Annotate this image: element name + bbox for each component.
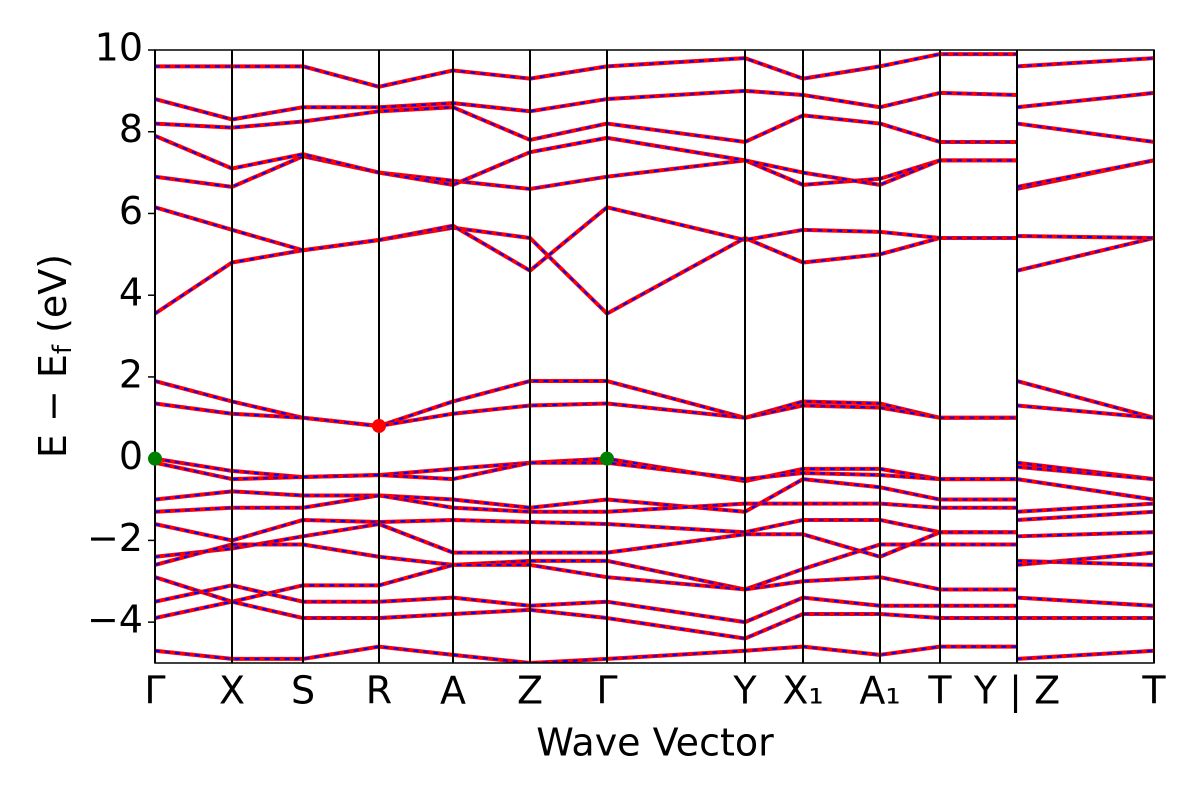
- y-tick-label: 0: [119, 434, 143, 478]
- band-line-overlay: [155, 494, 1154, 513]
- band-line-overlay: [155, 523, 1154, 558]
- y-tick-label: 10: [95, 26, 143, 70]
- x-tick-label: S: [291, 669, 315, 713]
- x-tick-label: X: [219, 669, 245, 713]
- band-line: [155, 88, 1154, 122]
- band-line-overlay: [155, 106, 1154, 143]
- x-tick-label: Y: [732, 669, 757, 713]
- band-line: [155, 522, 1154, 559]
- y-tick-label: 4: [119, 271, 143, 315]
- band-line-overlay: [155, 380, 1154, 427]
- x-tick-label: T: [1141, 669, 1166, 713]
- x-tick-label: Y | Z: [973, 669, 1060, 714]
- y-tick-label: −2: [87, 516, 143, 560]
- band-line-overlay: [155, 478, 1154, 513]
- x-tick-label: Γ: [144, 669, 165, 713]
- band-line: [155, 558, 1154, 604]
- band-line-overlay: [155, 461, 1154, 481]
- band-edge-marker: [148, 451, 162, 466]
- band-line-overlay: [155, 559, 1154, 603]
- x-tick-label: Γ: [596, 669, 617, 713]
- band-line-overlay: [155, 134, 1154, 188]
- band-line: [155, 105, 1154, 144]
- band-edge-marker: [372, 418, 386, 433]
- y-label-unit: (eV): [31, 254, 75, 333]
- band-line: [155, 644, 1154, 663]
- x-tick-label: Z: [517, 669, 543, 713]
- y-tick-label: 8: [119, 107, 143, 151]
- band-line-overlay: [155, 510, 1154, 542]
- band-line-overlay: [155, 89, 1154, 121]
- x-tick-label: R: [366, 669, 392, 713]
- x-tick-label: X₁: [782, 669, 823, 713]
- band-line-overlay: [155, 206, 1154, 272]
- x-tick-label: T: [927, 669, 952, 713]
- x-tick-label: A₁: [859, 669, 900, 713]
- bands: [155, 52, 1154, 663]
- band-line: [155, 52, 1154, 89]
- band-line: [155, 225, 1154, 316]
- y-axis-label: E − Ef (eV): [31, 254, 78, 458]
- y-label-sub: f: [48, 344, 78, 354]
- band-line: [155, 401, 1154, 428]
- y-tick-label: −4: [87, 598, 143, 642]
- band-line-overlay: [155, 584, 1154, 624]
- y-label-main: E − E: [31, 354, 75, 458]
- band-line: [155, 205, 1154, 273]
- x-tick-label: A: [440, 669, 466, 713]
- band-line-overlay: [155, 402, 1154, 427]
- y-tick-label: 2: [119, 352, 143, 396]
- band-line-overlay: [155, 226, 1154, 315]
- x-axis-label: Wave Vector: [536, 721, 774, 765]
- band-edge-marker: [600, 451, 614, 466]
- band-line-overlay: [155, 645, 1154, 663]
- band-line-overlay: [155, 53, 1154, 88]
- band-line-overlay: [155, 600, 1154, 640]
- y-tick-label: 6: [119, 189, 143, 233]
